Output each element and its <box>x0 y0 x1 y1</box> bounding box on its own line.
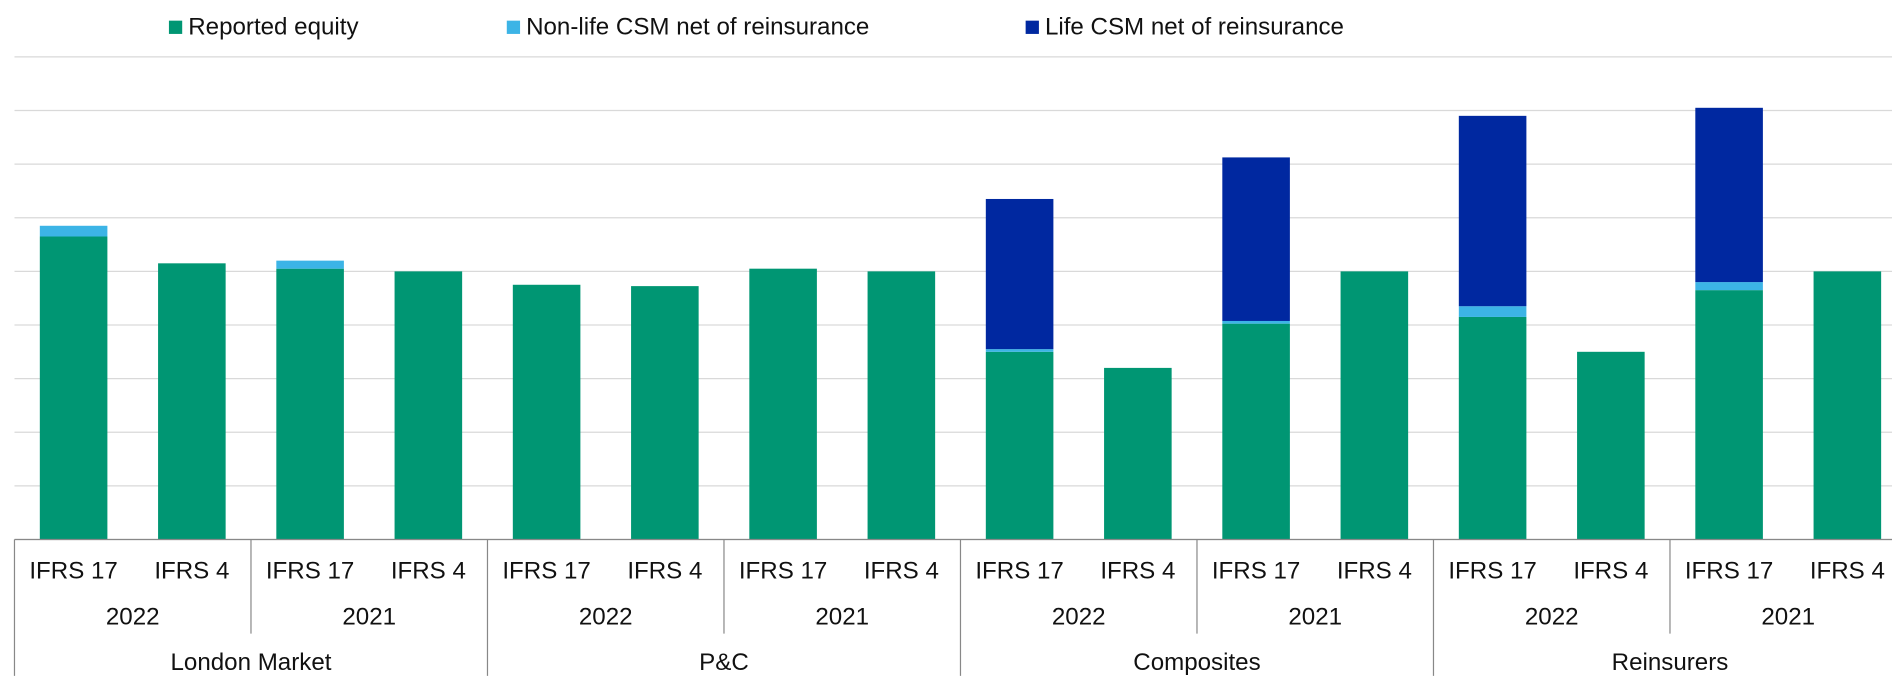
year-label: 2021 <box>342 603 396 630</box>
year-label: 2022 <box>1052 603 1106 630</box>
legend-label: Life CSM net of reinsurance <box>1045 13 1344 40</box>
year-label: 2021 <box>815 603 869 630</box>
bar-segment <box>1813 271 1882 540</box>
bar-segment <box>985 351 1054 540</box>
legend-swatch <box>1025 20 1039 34</box>
bar-segment <box>276 268 344 540</box>
bar-segment <box>867 271 936 540</box>
x-tick-label: IFRS 4 <box>1100 557 1175 584</box>
x-tick-label: IFRS 4 <box>1337 557 1412 584</box>
legend-swatch <box>506 20 521 34</box>
x-tick-label: IFRS 4 <box>1573 557 1648 584</box>
x-tick-label: IFRS 4 <box>391 557 466 584</box>
group-label: P&C <box>699 649 749 676</box>
legend-swatch <box>168 20 183 34</box>
x-tick-label: IFRS 17 <box>1685 557 1774 584</box>
x-tick-label: IFRS 17 <box>975 557 1063 584</box>
year-label: 2022 <box>1525 603 1579 630</box>
bar-segment <box>39 236 108 540</box>
bar-segment <box>1695 290 1763 540</box>
bar-segment <box>985 349 1054 352</box>
year-label: 2022 <box>106 603 160 630</box>
bar-segment <box>1458 306 1527 317</box>
bar-segment <box>276 260 344 269</box>
x-tick-label: IFRS 17 <box>502 557 591 584</box>
bar-segment <box>1222 157 1290 321</box>
bar-segment <box>631 286 699 540</box>
x-tick-label: IFRS 4 <box>154 557 229 584</box>
bar-segment <box>1222 320 1290 324</box>
year-label: 2021 <box>1288 603 1342 630</box>
bar-segment <box>512 284 581 540</box>
group-label: London Market <box>171 649 332 676</box>
legend-label: Non-life CSM net of reinsurance <box>526 13 869 40</box>
bar-segment <box>1458 316 1527 540</box>
x-tick-label: IFRS 17 <box>266 557 355 584</box>
x-tick-label: IFRS 4 <box>627 557 702 584</box>
bar-segment <box>1458 115 1527 307</box>
bar-segment <box>1695 282 1763 291</box>
bar-segment <box>394 271 463 540</box>
year-label: 2021 <box>1761 603 1815 630</box>
x-tick-label: IFRS 4 <box>1810 557 1885 584</box>
legend-label: Reported equity <box>188 13 359 40</box>
x-tick-label: IFRS 17 <box>1212 557 1301 584</box>
x-tick-label: IFRS 17 <box>1448 557 1537 584</box>
x-tick-label: IFRS 4 <box>864 557 939 584</box>
bar-segment <box>1695 107 1763 283</box>
bar-segment <box>985 198 1054 350</box>
bar-segment <box>1577 351 1645 540</box>
bar-segment <box>1222 323 1290 540</box>
bar-segment <box>749 268 817 540</box>
bar-segment <box>39 225 108 237</box>
x-tick-label: IFRS 17 <box>29 557 118 584</box>
group-label: Reinsurers <box>1612 649 1729 676</box>
year-label: 2022 <box>579 603 633 630</box>
bar-segment <box>158 263 226 540</box>
group-label: Composites <box>1133 649 1260 676</box>
bar-segment <box>1340 271 1409 540</box>
bar-segment <box>1104 367 1172 540</box>
x-tick-label: IFRS 17 <box>739 557 828 584</box>
